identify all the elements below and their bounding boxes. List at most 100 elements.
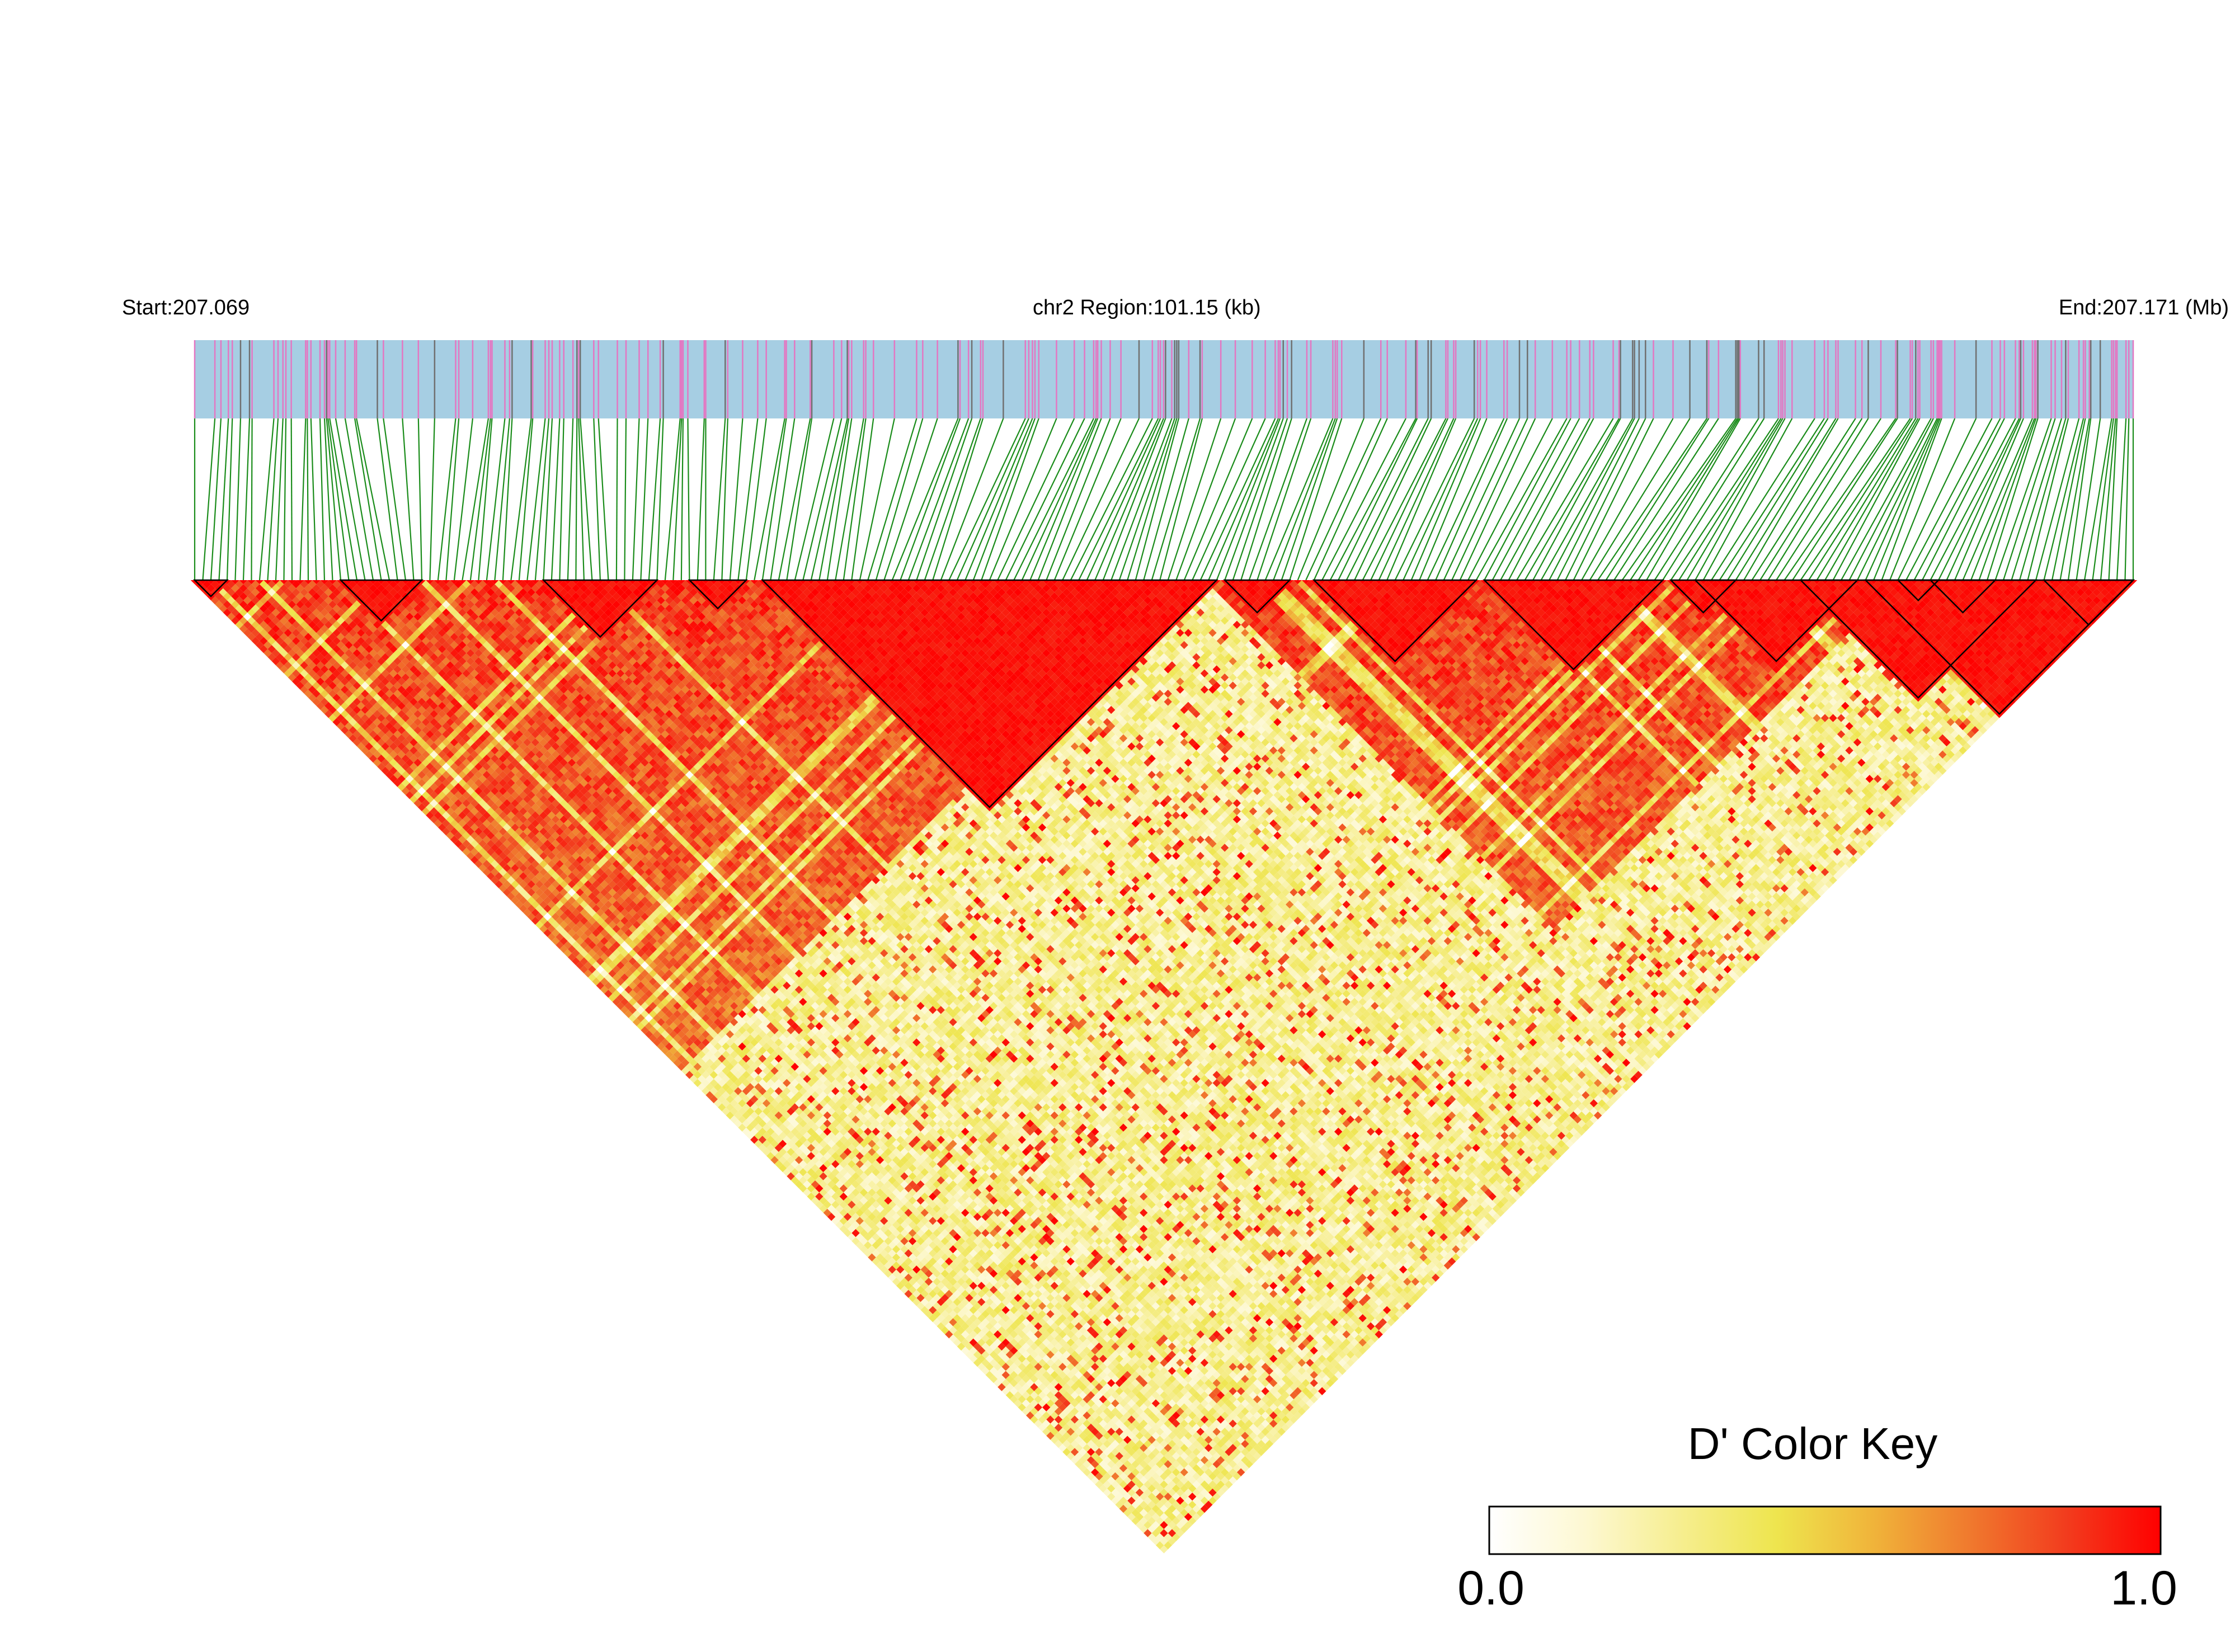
ld-cell [535,920,544,929]
ld-cell [896,1273,905,1282]
snp-connector [859,418,895,581]
snp-connector [891,418,959,581]
ld-cell [604,990,613,998]
ld-cell [961,1347,970,1355]
snp-connector [2116,418,2127,581]
ld-cell [949,1334,957,1343]
ld-cell [835,1212,844,1221]
snp-connector [1630,418,1738,581]
ld-cell [300,685,308,694]
ld-cell [255,633,264,641]
region-end-label: End:207.171 (Mb) [2059,296,2229,319]
ld-cell [324,709,333,718]
ld-cell [247,633,256,641]
snp-connector [672,418,683,581]
snp-connector [597,418,609,581]
snp-connector [1686,418,1784,581]
ld-cell [1042,1428,1051,1436]
ld-cell [304,689,313,698]
ld-cell [458,844,467,852]
ld-cell [661,1046,670,1055]
snp-connector [1719,418,1825,581]
ld-cell [762,1147,771,1156]
ld-cell [340,718,349,726]
ld-cell [592,969,600,978]
snp-connector [1930,418,2016,581]
ld-cell [1034,1419,1043,1428]
snp-connector [1167,418,1222,581]
snp-connector [916,418,973,581]
ld-cell [1140,1525,1148,1533]
ld-cell [405,783,414,791]
snp-connector [1508,418,1594,581]
snp-connector [453,418,473,581]
ld-cell [385,763,394,771]
ld-cell [746,1131,755,1140]
ld-cell [308,693,317,702]
ld-cell [997,1383,1006,1391]
snp-connector [1135,418,1179,581]
ld-cell [308,685,317,694]
ld-cell [369,754,378,763]
snp-connector [1751,418,1856,581]
snp-connector [1329,418,1417,581]
snp-connector [1094,418,1164,581]
snp-connector [713,418,726,581]
snp-connector [1532,418,1621,581]
ld-cell [848,1233,856,1241]
snp-connector [1370,418,1448,581]
ld-cell [531,916,540,925]
snp-connector [624,418,627,581]
snp-connector [1086,418,1161,581]
snp-connector [1905,418,1993,581]
snp-connector [417,418,423,581]
snp-connector [810,418,848,581]
ld-cell [677,1062,686,1071]
ld-cell [340,726,349,735]
ld-cell [275,661,284,670]
snp-connector [981,418,1039,581]
snp-connector [786,418,813,581]
ld-cell [981,1367,990,1375]
ld-cell [454,831,463,840]
ld-cell [620,997,629,1006]
ld-cell [227,612,236,621]
ld-cell [495,880,503,888]
ld-cell [486,872,495,881]
snp-connector [437,418,457,581]
ld-cell [336,722,345,731]
ld-cell [592,977,600,986]
snp-connector [1873,418,1941,581]
ld-cell [332,718,341,726]
snp-connector [1589,418,1691,581]
snp-connector [1913,418,2001,581]
ld-cell [288,665,297,674]
ld-cell [1151,1537,1160,1546]
ld-cell [491,868,499,877]
snp-connector [656,418,664,581]
snp-connector [1792,418,1898,581]
ld-cell [884,1269,892,1278]
ld-cell [953,1338,962,1347]
snp-connector [1613,418,1719,581]
snp-connector [1070,418,1153,581]
snp-connector [1062,418,1140,581]
ld-cell [446,831,454,840]
snp-connector [1232,418,1288,581]
snp-connector [956,418,1029,581]
snp-connector [1289,418,1343,581]
ld-cell [373,750,382,759]
snp-connector [1986,418,2039,581]
snp-connector [932,418,984,581]
snp-connector [329,418,358,581]
ld-cell [718,1103,726,1112]
snp-connector [210,418,222,581]
snp-connector [1848,418,1934,581]
snp-connector [1938,418,2020,581]
snp-connector [1646,418,1741,581]
snp-connector [1183,418,1253,581]
ld-cell [284,669,292,677]
snp-connector [835,418,864,581]
ld-cell [1127,1513,1136,1521]
